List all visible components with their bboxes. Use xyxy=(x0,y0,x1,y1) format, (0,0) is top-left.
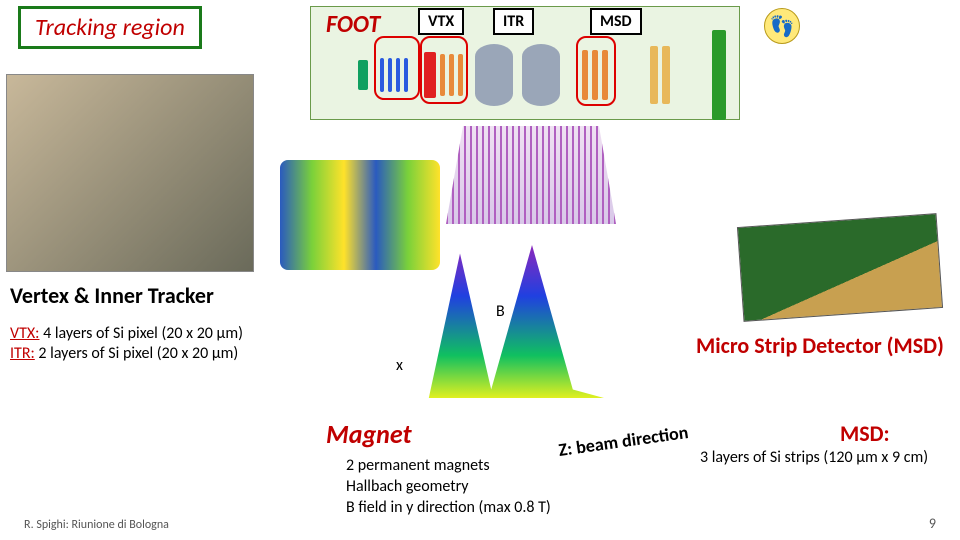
schematic-vtx-plane-1 xyxy=(388,58,392,92)
footer-author: R. Spighi: Riunione di Bologna xyxy=(24,518,169,532)
foot-label: FOOT xyxy=(326,10,380,39)
magnet-3d-render xyxy=(280,160,440,270)
beam-direction-label: Z: beam direction xyxy=(557,421,689,461)
schematic-itr-front xyxy=(424,52,436,98)
schematic-msd-plane-2 xyxy=(602,50,608,100)
vtx-label-box: VTX xyxy=(418,8,464,35)
msd-spec: 3 layers of Si strips (120 μm x 9 cm) xyxy=(700,448,928,467)
schematic-msd-plane-1 xyxy=(592,50,598,100)
vtx-spec-text: 4 layers of Si pixel (20 x 20 μm) xyxy=(39,324,242,343)
schematic-back-plate-0 xyxy=(650,46,658,104)
schematic-target xyxy=(358,60,368,90)
schematic-calorimeter xyxy=(712,30,726,120)
axis-b-label: B xyxy=(496,302,505,321)
vtx-prefix: VTX: xyxy=(10,324,39,343)
vtx-spec-line: VTX: 4 layers of Si pixel (20 x 20 μm) xyxy=(10,324,243,345)
msd-heading: MSD: xyxy=(840,420,890,447)
axis-x-label: x xyxy=(396,356,403,375)
schematic-magnet-1 xyxy=(522,44,560,106)
msd-label-box: MSD xyxy=(590,8,642,35)
foot-emoji: 👣 xyxy=(770,14,795,39)
vertex-tracker-photo xyxy=(6,74,254,272)
schematic-vtx-plane-0 xyxy=(380,58,384,92)
schematic-magnet-0 xyxy=(475,44,513,106)
field-lines-diagram xyxy=(446,126,616,224)
vertex-heading: Vertex & Inner Tracker xyxy=(10,282,214,309)
schematic-itr-plane-2 xyxy=(458,54,463,96)
itr-spec-text: 2 layers of Si pixel (20 x 20 μm) xyxy=(35,344,238,363)
schematic-msd-plane-0 xyxy=(582,50,588,100)
itr-label-box: ITR xyxy=(493,8,534,35)
schematic-vtx-plane-3 xyxy=(404,58,408,92)
page-number: 9 xyxy=(929,515,936,532)
msd-title-full: Micro Strip Detector (MSD) xyxy=(696,332,944,359)
itr-spec-line: ITR: 2 layers of Si pixel (20 x 20 μm) xyxy=(10,344,238,365)
schematic-itr-plane-1 xyxy=(449,54,454,96)
schematic-vtx-plane-2 xyxy=(396,58,400,92)
schematic-back-plate-1 xyxy=(662,46,670,104)
magnet-label: Magnet xyxy=(326,418,412,450)
foot-logo-icon: 👣 xyxy=(764,8,800,44)
title-tracking-region: Tracking region xyxy=(18,6,202,49)
schematic-itr-plane-0 xyxy=(440,54,445,96)
msd-photo xyxy=(737,213,943,322)
magnet-description: 2 permanent magnets Hallbach geometry B … xyxy=(346,456,551,518)
itr-prefix: ITR: xyxy=(10,344,35,363)
